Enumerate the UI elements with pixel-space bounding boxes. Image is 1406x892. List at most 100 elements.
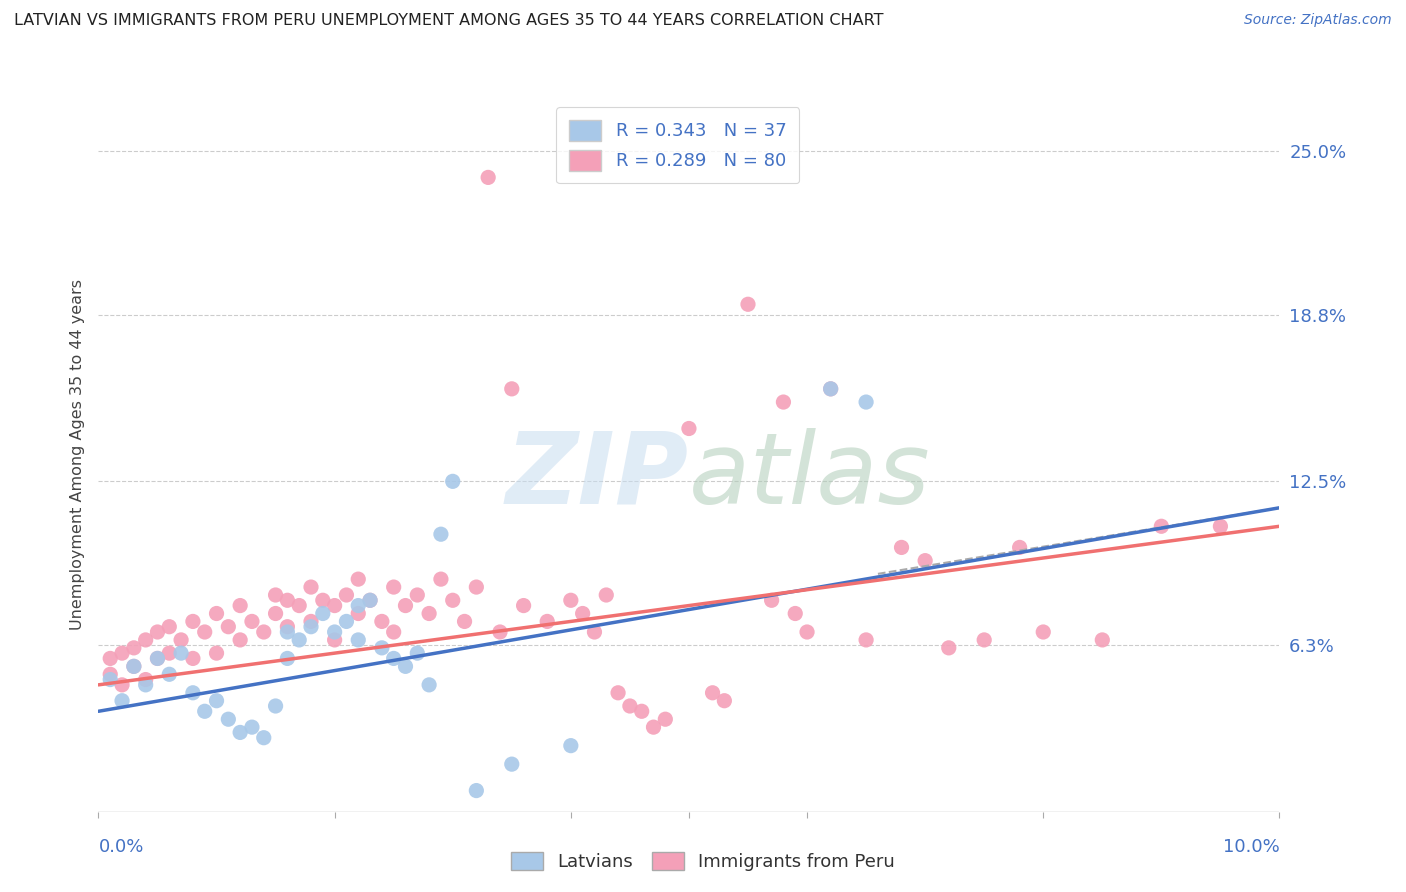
Point: [855, 395, 877, 409]
Text: 0.0%: 0.0%: [98, 838, 143, 856]
Point: [276, 625, 298, 640]
Point: [299, 615, 322, 629]
Point: [630, 704, 652, 718]
Point: [560, 593, 582, 607]
Point: [1008, 541, 1031, 555]
Point: [205, 646, 228, 660]
Point: [489, 625, 512, 640]
Point: [264, 698, 287, 713]
Point: [347, 599, 370, 613]
Point: [359, 593, 381, 607]
Point: [382, 625, 405, 640]
Point: [359, 593, 381, 607]
Point: [335, 588, 357, 602]
Point: [465, 783, 488, 797]
Point: [772, 395, 794, 409]
Text: 10.0%: 10.0%: [1223, 838, 1279, 856]
Point: [371, 615, 394, 629]
Point: [157, 667, 180, 681]
Point: [820, 382, 842, 396]
Point: [335, 615, 357, 629]
Point: [229, 725, 252, 739]
Point: [890, 541, 912, 555]
Point: [264, 588, 287, 602]
Point: [785, 607, 807, 621]
Point: [737, 297, 759, 311]
Point: [536, 615, 558, 629]
Point: [217, 712, 239, 726]
Point: [654, 712, 676, 726]
Point: [702, 686, 724, 700]
Point: [441, 593, 464, 607]
Point: [229, 632, 252, 647]
Point: [98, 673, 121, 687]
Point: [418, 607, 440, 621]
Point: [240, 720, 263, 734]
Point: [229, 599, 252, 613]
Point: [501, 382, 523, 396]
Point: [607, 686, 630, 700]
Point: [855, 632, 877, 647]
Point: [560, 739, 582, 753]
Y-axis label: Unemployment Among Ages 35 to 44 years: Unemployment Among Ages 35 to 44 years: [69, 279, 84, 631]
Point: [122, 640, 145, 655]
Point: [157, 620, 180, 634]
Point: [205, 694, 228, 708]
Point: [253, 625, 276, 640]
Point: [465, 580, 488, 594]
Point: [418, 678, 440, 692]
Point: [406, 588, 429, 602]
Point: [761, 593, 783, 607]
Point: [299, 580, 322, 594]
Point: [111, 678, 134, 692]
Point: [1091, 632, 1114, 647]
Point: [288, 599, 311, 613]
Point: [111, 646, 134, 660]
Text: Source: ZipAtlas.com: Source: ZipAtlas.com: [1244, 13, 1392, 28]
Point: [1209, 519, 1232, 533]
Point: [347, 632, 370, 647]
Point: [240, 615, 263, 629]
Point: [170, 632, 193, 647]
Point: [938, 640, 960, 655]
Point: [194, 625, 217, 640]
Point: [571, 607, 593, 621]
Point: [135, 673, 157, 687]
Point: [217, 620, 239, 634]
Point: [643, 720, 665, 734]
Point: [122, 659, 145, 673]
Point: [347, 572, 370, 586]
Point: [394, 659, 416, 673]
Point: [441, 475, 464, 489]
Point: [146, 625, 169, 640]
Point: [299, 620, 322, 634]
Point: [146, 651, 169, 665]
Point: [1150, 519, 1173, 533]
Point: [583, 625, 606, 640]
Point: [371, 640, 394, 655]
Point: [122, 659, 145, 673]
Point: [135, 678, 157, 692]
Point: [288, 632, 311, 647]
Point: [157, 646, 180, 660]
Point: [170, 646, 193, 660]
Point: [312, 607, 335, 621]
Point: [181, 651, 204, 665]
Point: [382, 651, 405, 665]
Point: [914, 554, 936, 568]
Point: [323, 632, 346, 647]
Point: [347, 607, 370, 621]
Point: [253, 731, 276, 745]
Point: [312, 593, 335, 607]
Point: [205, 607, 228, 621]
Point: [796, 625, 818, 640]
Point: [678, 421, 700, 435]
Point: [135, 632, 157, 647]
Point: [323, 625, 346, 640]
Point: [276, 651, 298, 665]
Point: [276, 620, 298, 634]
Point: [430, 527, 453, 541]
Point: [111, 694, 134, 708]
Point: [181, 686, 204, 700]
Point: [820, 382, 842, 396]
